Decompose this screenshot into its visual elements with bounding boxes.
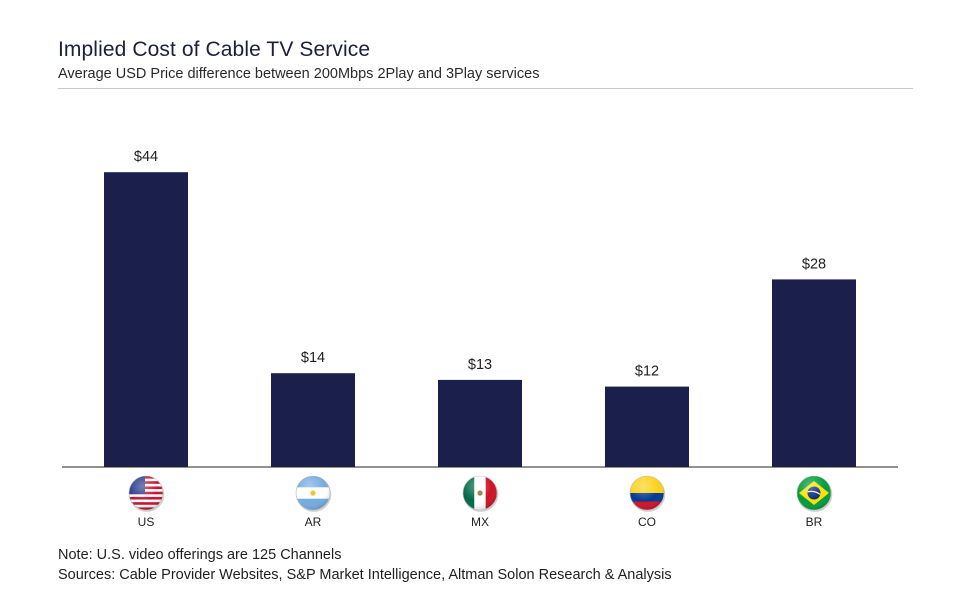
bars-layer: $44 $14 $13 $12 $28 bbox=[104, 149, 856, 467]
data-label-us: $44 bbox=[134, 149, 158, 165]
category-label-mx: MX bbox=[471, 515, 489, 529]
footnote: Note: U.S. video offerings are 125 Chann… bbox=[58, 547, 342, 563]
data-label-co: $12 bbox=[635, 364, 659, 380]
bar-us bbox=[104, 172, 188, 467]
chart-title: Implied Cost of Cable TV Service bbox=[58, 38, 371, 61]
title-divider bbox=[58, 88, 913, 89]
bar-co bbox=[605, 386, 689, 467]
us-flag-icon bbox=[128, 475, 165, 512]
category-label-br: BR bbox=[806, 515, 823, 529]
category-labels-layer: US AR MX CO BR bbox=[138, 515, 823, 529]
category-label-ar: AR bbox=[305, 515, 322, 529]
mx-flag-icon bbox=[462, 475, 499, 512]
sources-text: Sources: Cable Provider Websites, S&P Ma… bbox=[58, 567, 672, 583]
bar-ar bbox=[271, 373, 355, 467]
data-label-mx: $13 bbox=[468, 357, 492, 373]
data-label-ar: $14 bbox=[301, 350, 325, 366]
br-flag-icon bbox=[796, 475, 833, 512]
data-label-br: $28 bbox=[802, 256, 826, 272]
category-label-co: CO bbox=[638, 515, 656, 529]
bar-br bbox=[772, 279, 856, 467]
category-label-us: US bbox=[138, 515, 155, 529]
chart-subtitle: Average USD Price difference between 200… bbox=[58, 66, 540, 82]
bar-mx bbox=[438, 379, 522, 467]
ar-flag-icon bbox=[295, 475, 332, 512]
co-flag-icon bbox=[629, 475, 666, 512]
flags-layer bbox=[128, 475, 833, 512]
